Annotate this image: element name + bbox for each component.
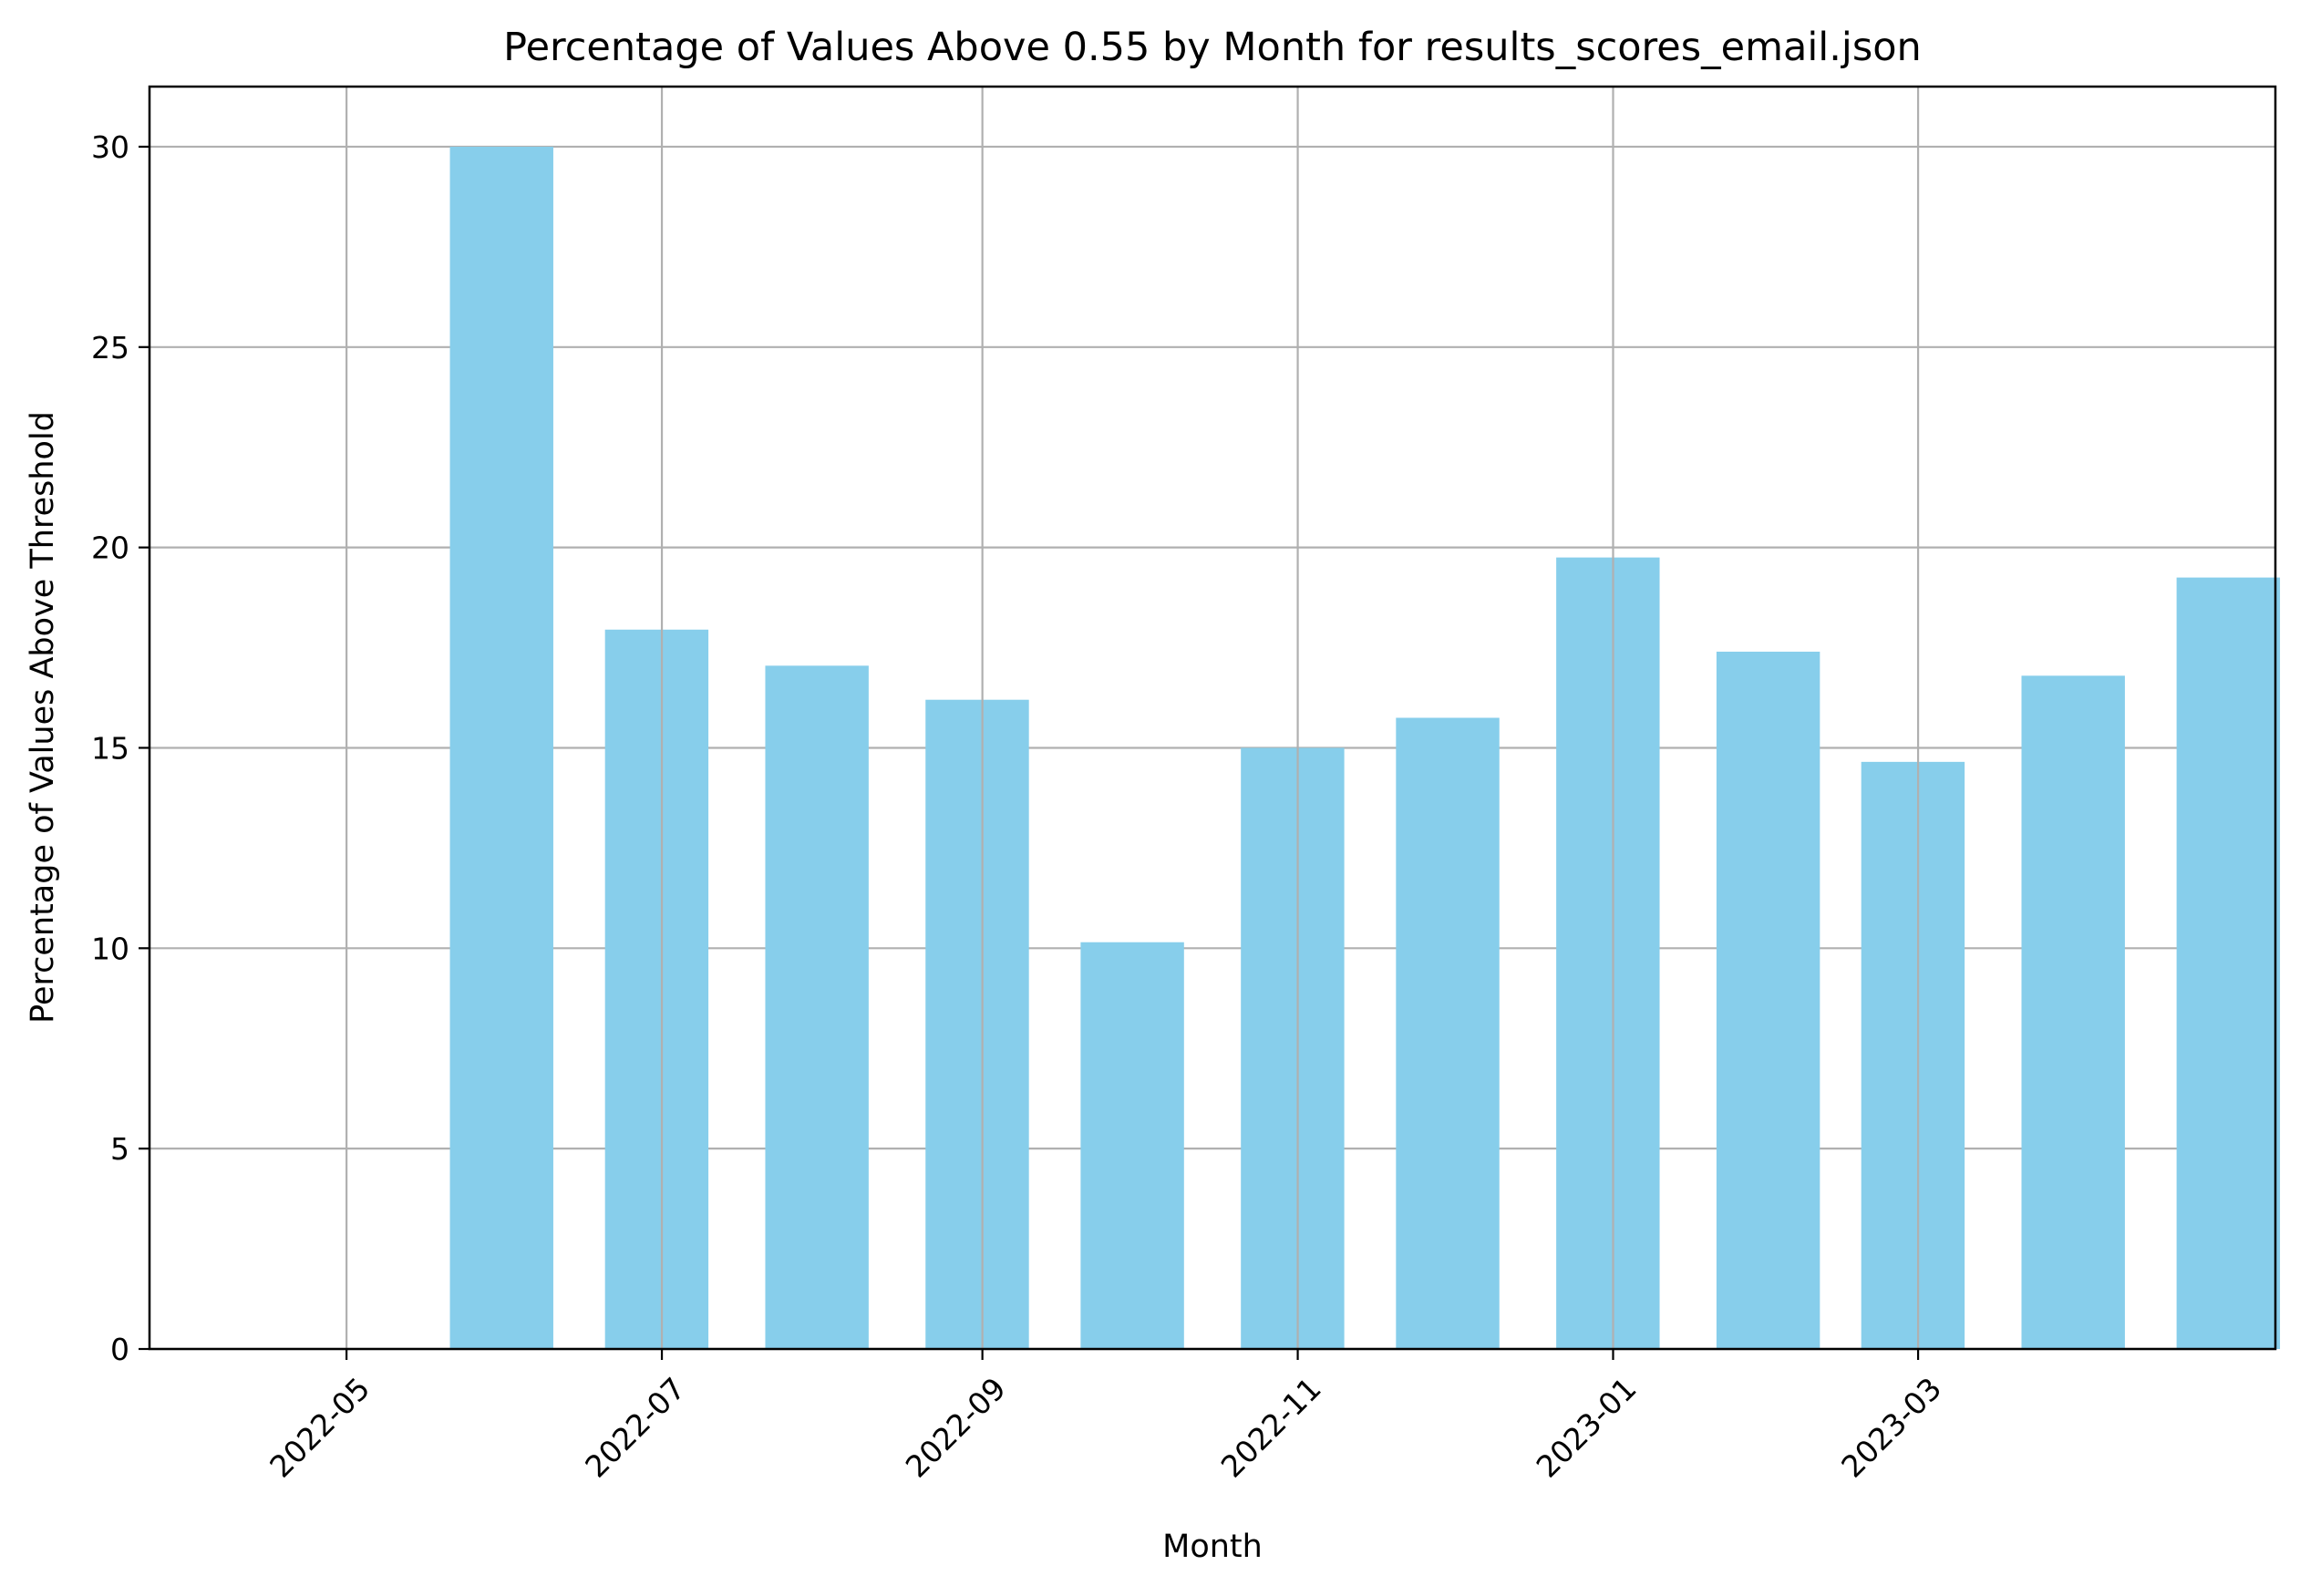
bar-2023-04: [2176, 577, 2281, 1349]
bar-2022-06: [604, 629, 709, 1349]
bar-2023-01: [1716, 651, 1820, 1349]
y-tick-label: 25: [91, 330, 129, 366]
y-tick-label: 15: [91, 730, 129, 766]
y-tick-label: 5: [110, 1131, 129, 1167]
y-tick-label: 20: [91, 530, 129, 566]
y-axis-label: Percentage of Values Above Threshold: [25, 411, 61, 1024]
bar-2022-05: [449, 146, 553, 1349]
bar-2022-10: [1241, 747, 1345, 1349]
bar-2022-12: [1556, 557, 1660, 1349]
y-tick-label: 0: [110, 1332, 129, 1367]
chart-title: Percentage of Values Above 0.55 by Month…: [503, 25, 1922, 70]
y-tick-label: 30: [91, 129, 129, 165]
bar-2022-08: [925, 699, 1029, 1349]
bar-2022-11: [1396, 717, 1500, 1349]
x-axis-label: Month: [1162, 1529, 1263, 1565]
bar-2022-07: [765, 665, 869, 1349]
y-tick-label: 10: [91, 931, 129, 966]
bar-2023-02: [1861, 761, 1965, 1349]
bar-2023-03: [2021, 675, 2125, 1349]
plot-frame: [148, 85, 2277, 1351]
bar-layer: [449, 146, 2281, 1349]
vertical-grid-layer: [346, 87, 1920, 1349]
bar-2022-09: [1080, 942, 1184, 1349]
